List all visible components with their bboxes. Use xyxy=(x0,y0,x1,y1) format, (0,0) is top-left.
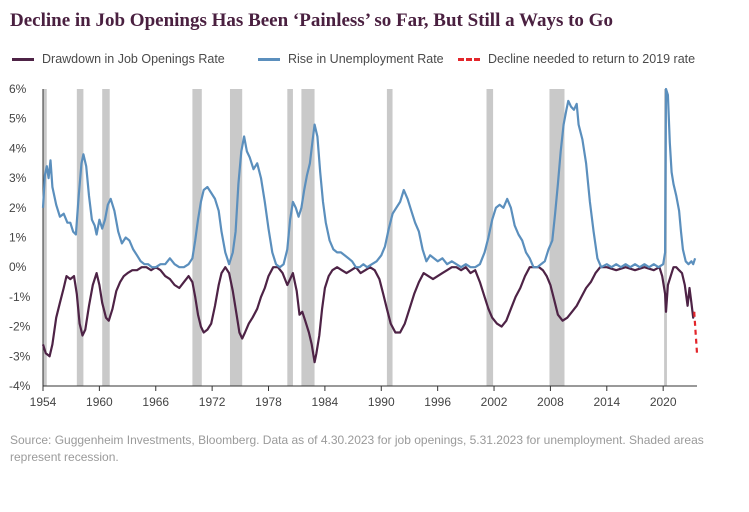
recession-band-8 xyxy=(486,89,494,386)
legend-item-openings: Drawdown in Job Openings Rate xyxy=(12,52,225,66)
y-tick-label: -4% xyxy=(9,379,31,393)
recession-band-4 xyxy=(229,89,243,386)
recession-band-2 xyxy=(102,89,110,386)
legend-swatch-projection xyxy=(458,57,480,61)
y-tick-label: -3% xyxy=(9,349,31,363)
legend-swatch-openings xyxy=(12,57,34,61)
y-tick-label: 3% xyxy=(9,171,27,185)
recession-band-1 xyxy=(76,89,84,386)
x-tick-label: 2014 xyxy=(593,395,620,409)
x-tick-label: 1990 xyxy=(368,395,395,409)
unemployment-series-line xyxy=(41,87,697,269)
legend-swatch-unemployment xyxy=(258,57,280,61)
openings-series-line xyxy=(41,266,696,364)
recession-band-0 xyxy=(43,89,47,386)
y-tick-label: -2% xyxy=(9,320,31,334)
chart-legend: Drawdown in Job Openings Rate Rise in Un… xyxy=(12,52,742,72)
chart-title: Decline in Job Openings Has Been ‘Painle… xyxy=(10,10,613,31)
x-tick-label: 1966 xyxy=(142,395,169,409)
legend-label-unemployment: Rise in Unemployment Rate xyxy=(288,52,444,66)
y-tick-label: 2% xyxy=(9,201,27,215)
y-tick-label: 5% xyxy=(9,112,27,126)
x-tick-label: 1984 xyxy=(312,395,339,409)
x-tick-label: 1996 xyxy=(424,395,451,409)
y-tick-label: 6% xyxy=(9,82,27,96)
recession-band-6 xyxy=(301,89,315,386)
x-tick-label: 1972 xyxy=(199,395,226,409)
source-note: Source: Guggenheim Investments, Bloomber… xyxy=(10,433,704,464)
legend-item-unemployment: Rise in Unemployment Rate xyxy=(258,52,444,66)
x-tick-label: 2002 xyxy=(481,395,508,409)
y-tick-label: 0% xyxy=(9,260,27,274)
legend-item-projection: Decline needed to return to 2019 rate xyxy=(458,52,695,66)
y-tick-label: 1% xyxy=(9,231,27,245)
y-tick-label: -1% xyxy=(9,290,31,304)
recession-band-3 xyxy=(192,89,202,386)
legend-label-projection: Decline needed to return to 2019 rate xyxy=(488,52,696,66)
x-tick-label: 2020 xyxy=(650,395,677,409)
x-tick-label: 2008 xyxy=(537,395,564,409)
legend-label-openings: Drawdown in Job Openings Rate xyxy=(42,52,225,66)
recession-band-7 xyxy=(386,89,393,386)
x-tick-label: 1978 xyxy=(255,395,282,409)
y-tick-label: 4% xyxy=(9,141,27,155)
x-tick-label: 1960 xyxy=(86,395,113,409)
chart-area: 6% 5% 4% 3% 2% 1% 0% -1% -2% -3% -4% 1954 1960 1966 19… xyxy=(9,82,699,409)
projection-series-line xyxy=(693,311,699,354)
x-tick-label: 1954 xyxy=(30,395,57,409)
recession-band-5 xyxy=(287,89,293,386)
